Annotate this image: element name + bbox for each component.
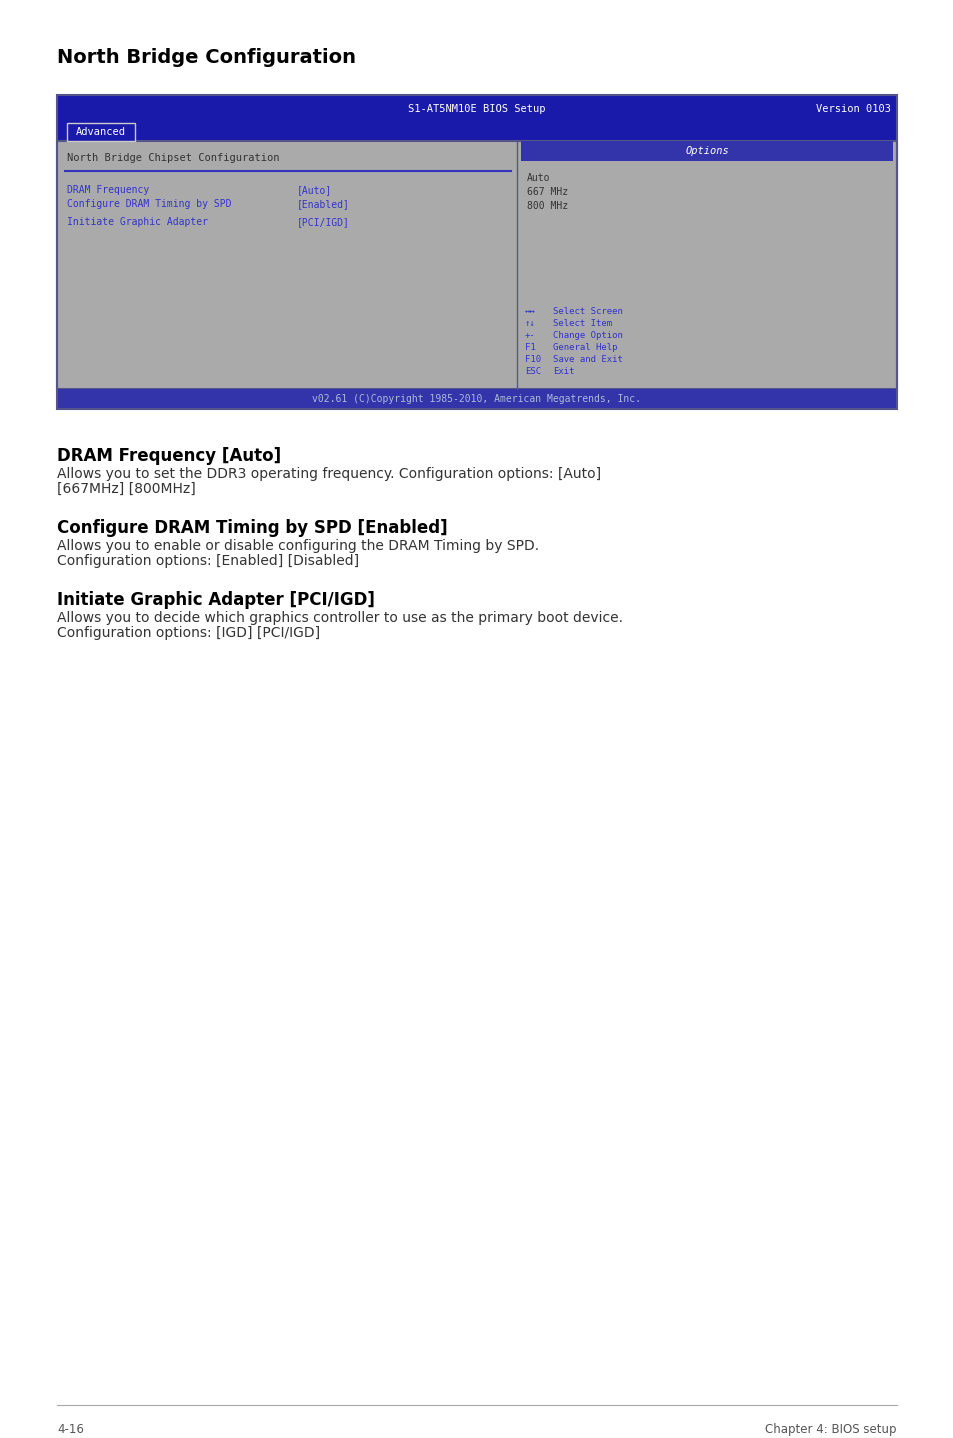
Bar (67, 124, 135, 141)
Bar (57, 95, 896, 408)
Text: ESC: ESC (524, 367, 540, 375)
Text: Initiate Graphic Adapter [PCI/IGD]: Initiate Graphic Adapter [PCI/IGD] (57, 591, 375, 610)
Text: 4-16: 4-16 (57, 1424, 84, 1437)
Text: Initiate Graphic Adapter: Initiate Graphic Adapter (67, 217, 208, 227)
Text: S1-AT5NM10E BIOS Setup: S1-AT5NM10E BIOS Setup (408, 104, 545, 114)
Text: [667MHz] [800MHz]: [667MHz] [800MHz] (57, 482, 195, 496)
Text: v02.61 (C)Copyright 1985-2010, American Megatrends, Inc.: v02.61 (C)Copyright 1985-2010, American … (313, 394, 640, 404)
Text: Configure DRAM Timing by SPD: Configure DRAM Timing by SPD (67, 198, 232, 209)
Text: F1: F1 (524, 344, 536, 352)
Text: North Bridge Chipset Configuration: North Bridge Chipset Configuration (67, 152, 279, 162)
Text: Select Screen: Select Screen (553, 306, 622, 316)
Text: Chapter 4: BIOS setup: Chapter 4: BIOS setup (764, 1424, 896, 1437)
Bar (57, 124, 896, 141)
Text: Version 0103: Version 0103 (815, 104, 890, 114)
Text: General Help: General Help (553, 344, 617, 352)
Text: ↔↔: ↔↔ (524, 306, 536, 316)
Text: Allows you to set the DDR3 operating frequency. Configuration options: [Auto]: Allows you to set the DDR3 operating fre… (57, 467, 600, 480)
Text: 800 MHz: 800 MHz (526, 201, 568, 211)
Bar (520, 141, 892, 161)
Text: DRAM Frequency: DRAM Frequency (67, 186, 149, 196)
Text: DRAM Frequency [Auto]: DRAM Frequency [Auto] (57, 447, 281, 464)
Text: Configuration options: [Enabled] [Disabled]: Configuration options: [Enabled] [Disabl… (57, 554, 358, 568)
Text: F10: F10 (524, 355, 540, 364)
Text: Allows you to decide which graphics controller to use as the primary boot device: Allows you to decide which graphics cont… (57, 611, 622, 626)
Text: Configure DRAM Timing by SPD [Enabled]: Configure DRAM Timing by SPD [Enabled] (57, 519, 447, 536)
Text: [PCI/IGD]: [PCI/IGD] (296, 217, 350, 227)
Text: North Bridge Configuration: North Bridge Configuration (57, 47, 355, 68)
Bar (57, 390, 896, 408)
Bar (57, 141, 896, 390)
Text: Exit: Exit (553, 367, 574, 375)
Text: Options: Options (684, 147, 728, 155)
Text: Auto: Auto (526, 173, 550, 183)
Text: Select Item: Select Item (553, 319, 612, 328)
Bar (57, 95, 896, 124)
Text: 667 MHz: 667 MHz (526, 187, 568, 197)
Text: Configuration options: [IGD] [PCI/IGD]: Configuration options: [IGD] [PCI/IGD] (57, 626, 320, 640)
Text: [Enabled]: [Enabled] (296, 198, 350, 209)
Text: Save and Exit: Save and Exit (553, 355, 622, 364)
Text: ↑↓: ↑↓ (524, 319, 536, 328)
Text: Advanced: Advanced (76, 127, 126, 137)
Text: [Auto]: [Auto] (296, 186, 332, 196)
Text: +-: +- (524, 331, 536, 339)
Text: Change Option: Change Option (553, 331, 622, 339)
Text: Allows you to enable or disable configuring the DRAM Timing by SPD.: Allows you to enable or disable configur… (57, 539, 538, 554)
